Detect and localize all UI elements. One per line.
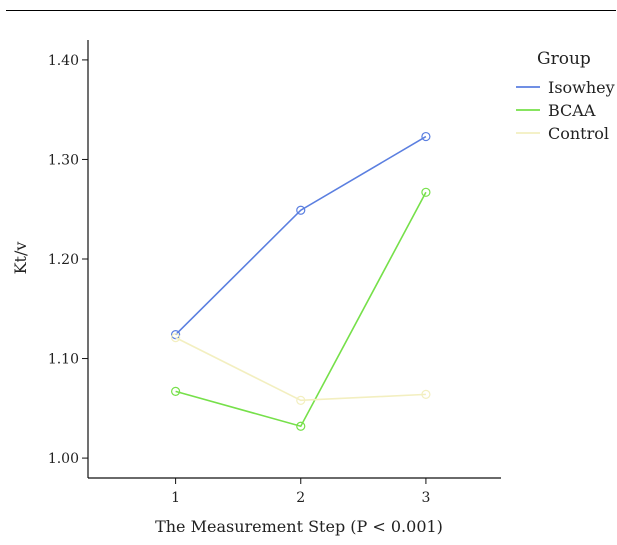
x-axis-title: The Measurement Step (P < 0.001) (155, 517, 443, 536)
y-axis-title: Kt/v (11, 242, 30, 275)
x-axis: 1 2 3 (88, 477, 501, 506)
legend-title: Group (537, 49, 591, 69)
data-point-control (421, 389, 431, 399)
data-point-bcaa (421, 187, 431, 197)
x-tick-label: 2 (296, 490, 305, 506)
legend-label-bcaa: BCAA (548, 101, 596, 120)
y-tick-label: 1.30 (48, 152, 79, 168)
x-tick-label: 3 (421, 490, 430, 506)
legend: Group Isowhey BCAA Control (516, 49, 615, 143)
data-point-isowhey (296, 205, 306, 215)
y-axis: 1.00 1.10 1.20 1.30 1.40 (48, 40, 89, 478)
series-line-isowhey (175, 135, 427, 336)
data-point-bcaa (296, 421, 306, 431)
y-tick-label: 1.10 (48, 352, 79, 368)
data-point-control (296, 395, 306, 405)
data-point-isowhey (421, 131, 431, 142)
y-tick-label: 1.40 (48, 53, 79, 69)
y-tick-label: 1.00 (48, 451, 79, 467)
series-line-control (175, 336, 426, 402)
y-tick-label: 1.20 (48, 252, 79, 268)
legend-label-isowhey: Isowhey (548, 78, 615, 97)
series-layer (171, 131, 431, 431)
legend-label-control: Control (548, 124, 609, 143)
data-point-control (171, 333, 181, 343)
series-line-bcaa (175, 191, 427, 428)
data-point-bcaa (171, 386, 181, 396)
x-tick-label: 1 (171, 490, 180, 506)
top-rule (6, 10, 616, 11)
data-point-isowhey (171, 330, 181, 340)
